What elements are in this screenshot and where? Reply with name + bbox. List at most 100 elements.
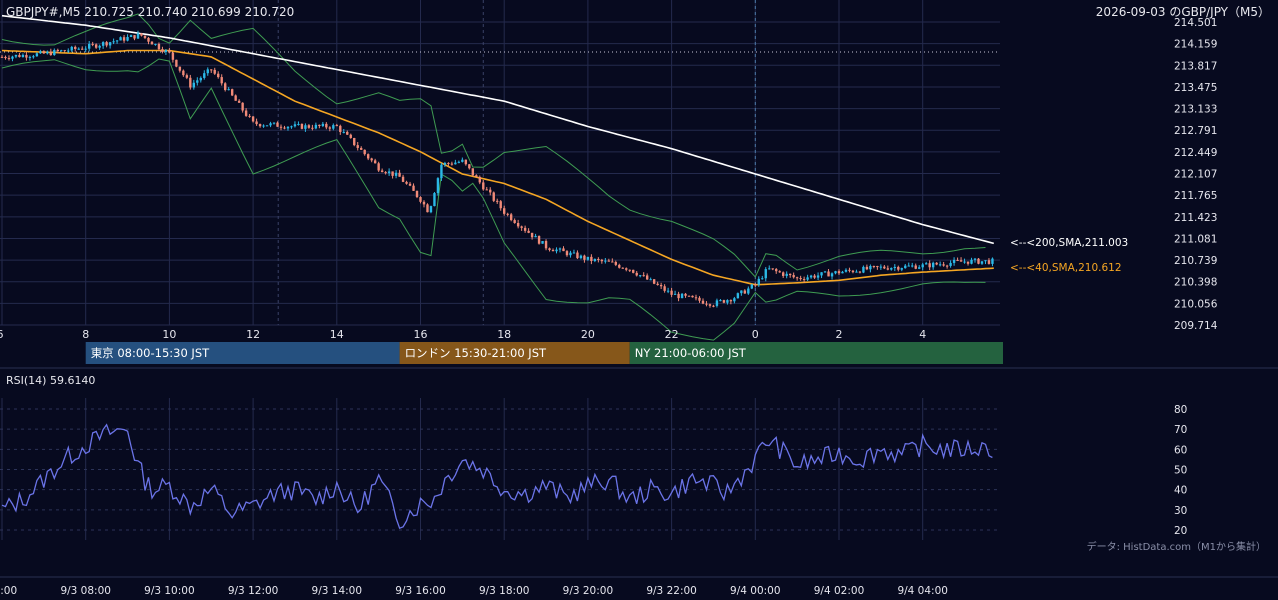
text-layer: GBPJPY#,M5 210.725 210.740 210.699 210.7…: [6, 5, 1270, 553]
hour-tick-label: 4: [919, 328, 926, 341]
candle-up: [963, 261, 966, 263]
candle-down: [499, 201, 502, 209]
session-block: [85, 342, 400, 364]
candle-down: [220, 77, 223, 84]
candle-down: [802, 279, 806, 281]
candle-up: [938, 264, 942, 266]
candle-down: [520, 226, 523, 228]
candle-down: [775, 269, 778, 272]
candle-down: [366, 154, 370, 159]
candle-down: [496, 200, 499, 202]
rsi-tick-label: 80: [1174, 404, 1187, 416]
candle-down: [625, 268, 628, 270]
candle-down: [701, 300, 705, 304]
grid: [0, 0, 1278, 578]
candle-up: [21, 54, 25, 58]
sma40-line: [1, 49, 994, 286]
candle-down: [234, 95, 237, 101]
session-label: NY 21:00-06:00 JST: [635, 346, 747, 360]
candle-down: [628, 269, 631, 271]
candle-down: [175, 59, 178, 67]
bollinger-upper: [1, 13, 986, 278]
candle-up: [304, 125, 307, 129]
time-tick-label: 9/4 02:00: [814, 585, 865, 597]
candle-down: [590, 256, 593, 262]
candle-down: [576, 252, 579, 259]
candle-up: [136, 33, 140, 39]
candle-up: [785, 273, 788, 276]
candle-up: [429, 206, 433, 213]
candle-down: [698, 297, 701, 301]
candle-down: [743, 290, 747, 294]
candle-down: [897, 266, 900, 270]
candle-up: [649, 279, 652, 281]
candle-up: [457, 161, 461, 163]
candle-down: [237, 100, 241, 103]
candle-down: [401, 176, 405, 182]
candle-up: [272, 122, 276, 124]
candle-down: [607, 260, 611, 262]
candle-down: [712, 305, 715, 307]
candle-up: [14, 54, 18, 57]
candle-down: [450, 163, 454, 165]
candle-down: [705, 303, 708, 305]
candle-up: [129, 35, 133, 37]
candle-up: [39, 51, 42, 54]
price-tick-label: 212.791: [1174, 125, 1217, 137]
time-tick-label: 9/3 10:00: [144, 585, 195, 597]
candle-down: [398, 172, 401, 177]
candle-down: [792, 275, 795, 278]
hour-tick-label: 22: [665, 328, 679, 341]
candle-down: [370, 158, 373, 161]
time-tick-label: 9/3 22:00: [646, 585, 697, 597]
candle-up: [265, 125, 269, 127]
candle-down: [551, 249, 555, 252]
candle-up: [534, 235, 537, 238]
candle-down: [876, 266, 879, 268]
candle-down: [959, 260, 963, 262]
candle-down: [485, 189, 488, 191]
candle-up: [115, 40, 119, 42]
candle-up: [893, 266, 896, 269]
session-block: [399, 342, 630, 364]
candle-up: [112, 41, 115, 43]
candle-down: [161, 49, 164, 52]
candle-up: [907, 265, 910, 267]
candle-up: [918, 267, 921, 269]
candle-down: [412, 185, 415, 191]
candle-up: [830, 273, 834, 277]
axes: 214.501 214.159 213.817 213.475 213.133 212.7…: [0, 17, 1218, 597]
candle-down: [537, 235, 541, 244]
candle-down: [63, 50, 66, 52]
candle-up: [973, 258, 977, 260]
candle-down: [977, 258, 980, 264]
candle-up: [715, 300, 719, 306]
candle-down: [548, 248, 551, 250]
candle-down: [523, 227, 527, 231]
candle-up: [87, 43, 91, 49]
candle-down: [74, 46, 77, 49]
candle-up: [809, 275, 813, 278]
candle-up: [290, 126, 293, 128]
candle-down: [708, 304, 712, 306]
rsi-tick-label: 40: [1174, 485, 1187, 497]
session-label: ロンドン 15:30-21:00 JST: [405, 346, 547, 360]
candle-down: [0, 56, 4, 58]
price-tick-label: 211.765: [1174, 190, 1217, 202]
candle-up: [60, 50, 63, 52]
candle-down: [754, 284, 757, 286]
candle-up: [904, 265, 907, 269]
price-tick-label: 214.159: [1174, 39, 1217, 51]
candle-down: [157, 43, 161, 50]
candle-up: [719, 300, 722, 302]
candle-down: [935, 262, 938, 265]
candle-up: [890, 268, 893, 270]
rsi-tick-label: 20: [1174, 525, 1187, 537]
candle-down: [349, 134, 352, 139]
candle-down: [684, 293, 687, 296]
candle-down: [489, 189, 492, 193]
rsi-title: RSI(14) 59.6140: [6, 374, 95, 387]
candle-down: [363, 149, 366, 155]
candle-up: [820, 272, 823, 276]
rsi-panel: [0, 408, 1000, 531]
